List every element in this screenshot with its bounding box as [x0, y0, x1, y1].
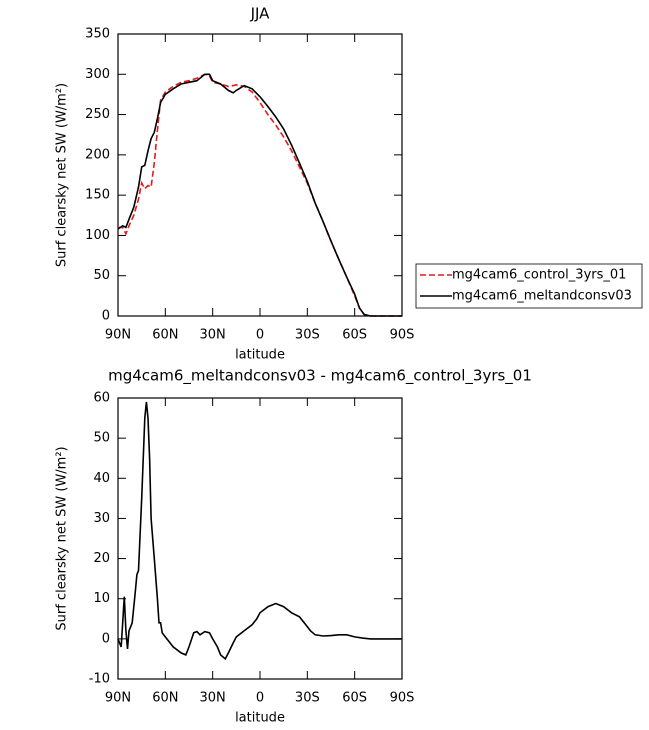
legend-box [415, 263, 643, 309]
plot-frame [117, 33, 403, 317]
chart-title: mg4cam6_meltandconsv03 - mg4cam6_control… [108, 367, 532, 386]
y-tick-label: 40 [93, 471, 110, 486]
x-tick-label: 30N [200, 328, 226, 343]
x-tick-label: 90S [390, 328, 415, 343]
y-tick-label: 50 [93, 268, 110, 283]
legend-label: mg4cam6_control_3yrs_01 [452, 268, 626, 283]
x-tick-label: 60N [152, 328, 178, 343]
x-tick-label: 90N [105, 691, 131, 706]
y-tick-label: 0 [102, 309, 110, 324]
y-tick-label: 200 [85, 147, 110, 162]
y-tick-label: 100 [85, 228, 110, 243]
x-tick-label: 90S [390, 691, 415, 706]
y-tick-label: 60 [93, 391, 110, 406]
y-tick-label: 20 [93, 551, 110, 566]
x-axis-label: latitude [235, 711, 285, 726]
x-tick-label: 0 [256, 328, 264, 343]
y-axis-label: Surf clearsky net SW (W/m²) [55, 446, 70, 630]
x-axis-label: latitude [235, 348, 285, 363]
x-tick-label: 90N [105, 328, 131, 343]
y-tick-label: -10 [89, 672, 110, 687]
legend-label: mg4cam6_meltandconsv03 [452, 289, 632, 304]
data-line [117, 73, 402, 317]
x-tick-label: 0 [256, 691, 264, 706]
y-tick-label: 300 [85, 67, 110, 82]
chart-title: JJA [250, 5, 271, 23]
y-tick-label: 10 [93, 591, 110, 606]
y-axis-label: Surf clearsky net SW (W/m²) [55, 83, 70, 267]
data-line [117, 401, 402, 661]
x-tick-label: 30S [295, 691, 320, 706]
y-tick-label: 0 [102, 631, 110, 646]
y-tick-label: 50 [93, 431, 110, 446]
x-tick-label: 30N [200, 691, 226, 706]
y-tick-label: 250 [85, 107, 110, 122]
y-tick-label: 150 [85, 188, 110, 203]
x-tick-label: 60S [342, 328, 367, 343]
y-tick-label: 30 [93, 511, 110, 526]
x-tick-label: 60N [152, 691, 178, 706]
data-line [118, 73, 402, 317]
x-tick-label: 30S [295, 328, 320, 343]
x-tick-label: 60S [342, 691, 367, 706]
y-tick-label: 350 [85, 27, 110, 42]
